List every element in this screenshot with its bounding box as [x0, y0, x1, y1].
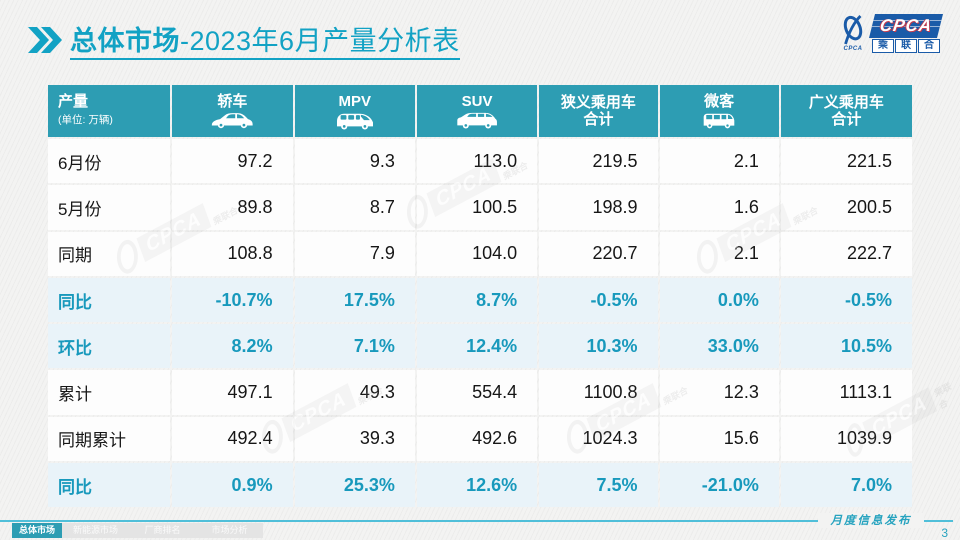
table-cell: 221.5	[780, 139, 912, 184]
table-cell: 219.5	[539, 139, 658, 184]
table-cell: 198.9	[539, 185, 658, 230]
table-cell: 10.3%	[539, 324, 658, 369]
production-table: 产量 (单位: 万辆) 轿车 MPV SUV	[48, 85, 912, 508]
table-cell: 7.9	[294, 231, 415, 276]
table-cell: 0.0%	[659, 277, 779, 323]
table-cell: 200.5	[780, 185, 912, 230]
row-label: 同期累计	[48, 416, 171, 462]
table-cell: 2.1	[659, 231, 779, 276]
page-title: 总体市场-2023年6月产量分析表	[70, 26, 460, 60]
cpca-cn-char: 联	[895, 39, 917, 53]
sedan-icon	[212, 113, 254, 129]
table-cell: 15.6	[659, 416, 779, 462]
cpca-cn-char: 合	[918, 39, 940, 53]
table-cell: 497.1	[172, 370, 293, 415]
table-cell: 8.7	[294, 185, 415, 230]
cpca-plate: CPCA	[869, 14, 943, 38]
header-sedan: 轿车	[172, 85, 293, 137]
microvan-icon	[703, 113, 735, 129]
table-cell: 12.4%	[416, 324, 538, 369]
footer-divider	[0, 520, 953, 522]
table-cell: 1100.8	[539, 370, 658, 415]
row-label: 同期	[48, 231, 171, 276]
table-cell: 1039.9	[780, 416, 912, 462]
table-cell: 10.5%	[780, 324, 912, 369]
header-microvan: 微客	[659, 85, 779, 137]
header-suv: SUV	[416, 85, 538, 137]
table-cell: 222.7	[780, 231, 912, 276]
table-cell: 2.1	[659, 139, 779, 184]
table-cell: 1113.1	[780, 370, 912, 415]
table-cell: 100.5	[416, 185, 538, 230]
row-label: 环比	[48, 324, 171, 369]
table-cell: 108.8	[172, 231, 293, 276]
table-cell: 220.7	[539, 231, 658, 276]
table-cell: 1.6	[659, 185, 779, 230]
table-cell: -21.0%	[659, 463, 779, 508]
cpca-cn-char: 乘	[872, 39, 894, 53]
page-title-section: 总体市场	[70, 26, 180, 56]
table-cell: 113.0	[416, 139, 538, 184]
mpv-icon	[336, 113, 373, 129]
table-cell: 39.3	[294, 416, 415, 462]
table-cell: 17.5%	[294, 277, 415, 323]
page-title-rest: -2023年6月产量分析表	[180, 26, 460, 56]
tab-overall-market[interactable]: 总体市场	[12, 523, 62, 538]
table-cell: 7.1%	[294, 324, 415, 369]
table-cell: 25.3%	[294, 463, 415, 508]
table-cell: 1024.3	[539, 416, 658, 462]
header-unit-cell: 产量 (单位: 万辆)	[48, 85, 171, 137]
tab-nev-market[interactable]: 新能源市场	[62, 523, 129, 538]
row-label: 同比	[48, 463, 171, 508]
table-cell: 12.3	[659, 370, 779, 415]
row-label: 5月份	[48, 185, 171, 230]
row-label: 同比	[48, 277, 171, 323]
tab-oem-ranking[interactable]: 厂商排名	[129, 523, 196, 538]
tab-market-analysis[interactable]: 市场分析	[196, 523, 263, 538]
cpca-cn-label: 乘联合	[872, 39, 940, 53]
row-label: 6月份	[48, 139, 171, 184]
table-cell: 492.6	[416, 416, 538, 462]
table-cell: 0.9%	[172, 463, 293, 508]
table-cell: 97.2	[172, 139, 293, 184]
table-cell: 8.7%	[416, 277, 538, 323]
header-unit-sub: (单位: 万辆)	[58, 114, 113, 126]
footer-tab-bar: 总体市场 新能源市场 厂商排名 市场分析	[12, 523, 263, 538]
table-cell: 7.5%	[539, 463, 658, 508]
cpca-small-label: CPCA	[843, 46, 863, 52]
table-cell: 554.4	[416, 370, 538, 415]
table-cell: 12.6%	[416, 463, 538, 508]
header-broad-pv: 广义乘用车 合计	[780, 85, 912, 137]
table-cell: 7.0%	[780, 463, 912, 508]
publication-label: 月度信息发布	[818, 513, 924, 528]
table-cell: 104.0	[416, 231, 538, 276]
cpca-logo: CPCA CPCA 乘联合	[838, 14, 943, 53]
double-chevron-icon	[28, 26, 62, 59]
page-number: 3	[941, 526, 948, 540]
header-mpv: MPV	[294, 85, 415, 137]
table-cell: -0.5%	[539, 277, 658, 323]
suv-icon	[457, 112, 497, 129]
header-narrow-pv: 狭义乘用车 合计	[539, 85, 658, 137]
table-cell: -0.5%	[780, 277, 912, 323]
table-cell: -10.7%	[172, 277, 293, 323]
cpca-main-label: CPCA	[878, 16, 934, 35]
table-cell: 89.8	[172, 185, 293, 230]
cpca-swoosh-icon: CPCA	[838, 14, 868, 53]
table-cell: 49.3	[294, 370, 415, 415]
row-label: 累计	[48, 370, 171, 415]
table-cell: 9.3	[294, 139, 415, 184]
table-cell: 8.2%	[172, 324, 293, 369]
table-cell: 33.0%	[659, 324, 779, 369]
header-unit-title: 产量	[58, 93, 89, 110]
slide-title-bar: 总体市场-2023年6月产量分析表	[28, 26, 460, 60]
table-cell: 492.4	[172, 416, 293, 462]
